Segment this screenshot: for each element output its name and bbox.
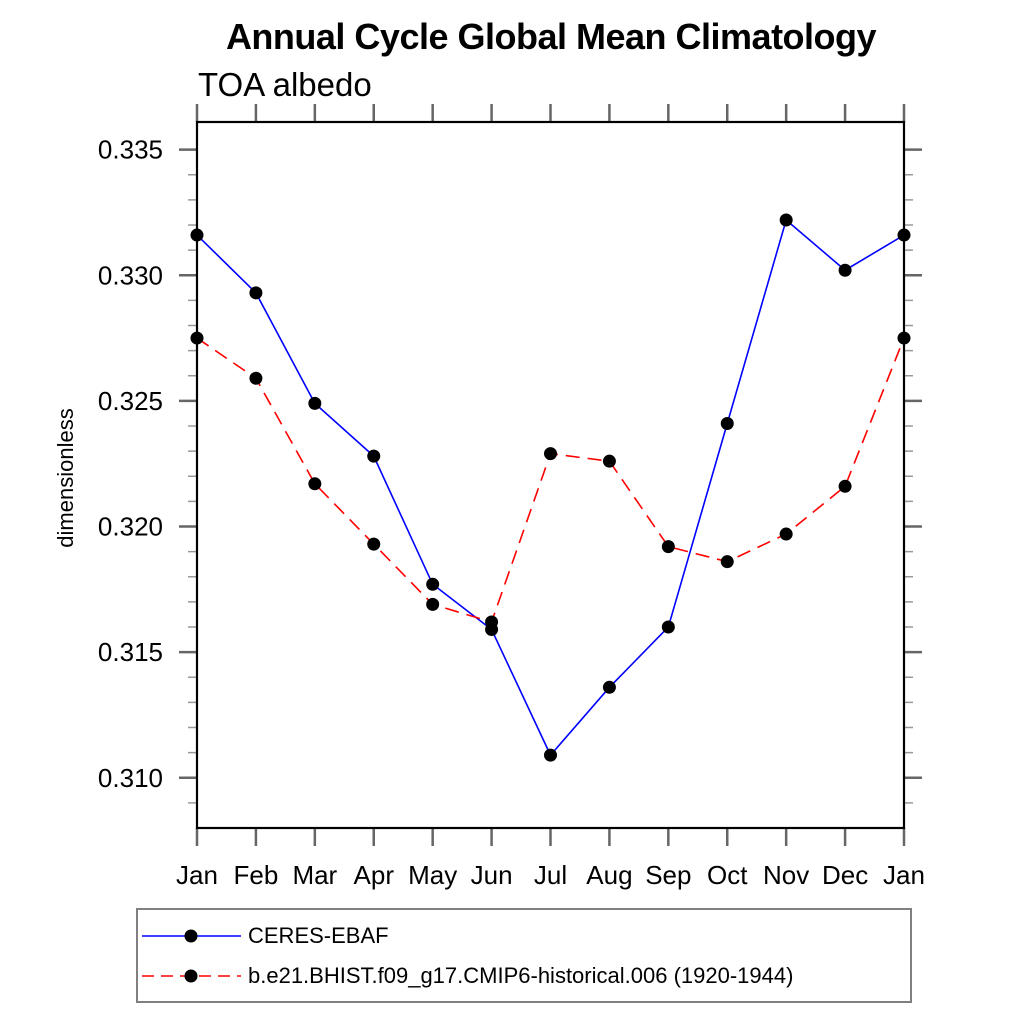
data-point-marker xyxy=(838,479,852,493)
data-point-marker xyxy=(426,597,440,611)
y-tick-label: 0.325 xyxy=(98,386,163,416)
x-tick-label: Feb xyxy=(234,860,279,890)
x-tick-label: Sep xyxy=(645,860,691,890)
data-point-marker xyxy=(544,748,557,762)
series-model xyxy=(190,331,911,629)
data-point-marker xyxy=(602,680,616,694)
legend-marker-circle-icon xyxy=(184,969,198,983)
data-point-marker xyxy=(426,577,440,591)
y-tick-label: 0.330 xyxy=(98,260,163,290)
data-point-marker xyxy=(367,449,381,463)
data-point-marker xyxy=(249,286,263,300)
x-ticks xyxy=(195,104,906,846)
x-tick-label: Jun xyxy=(471,860,513,890)
legend: CERES-EBAF b.e21.BHIST.f09_g17.CMIP6-his… xyxy=(136,908,912,1003)
series-ceres-ebaf xyxy=(190,213,911,762)
y-minor-ticks xyxy=(188,174,913,804)
y-tick-labels: 0.310 0.315 0.320 0.325 0.330 0.335 xyxy=(98,135,163,793)
data-point-marker xyxy=(602,454,616,468)
legend-line-sample-dashed xyxy=(142,969,241,983)
x-tick-label: Aug xyxy=(586,860,632,890)
data-point-marker xyxy=(485,615,499,629)
data-point-marker xyxy=(779,527,793,541)
x-tick-label: Jan xyxy=(176,860,218,890)
legend-item-model: b.e21.BHIST.f09_g17.CMIP6-historical.006… xyxy=(140,956,793,996)
data-point-marker xyxy=(720,555,734,569)
data-point-marker xyxy=(308,477,322,491)
x-tick-label: May xyxy=(408,860,457,890)
legend-line-sample-solid xyxy=(142,929,241,943)
data-point-marker xyxy=(190,331,204,345)
data-point-marker xyxy=(897,228,911,242)
data-point-marker xyxy=(249,371,263,385)
x-tick-label: Apr xyxy=(354,860,395,890)
data-point-marker xyxy=(190,228,204,242)
legend-marker-circle-icon xyxy=(184,929,198,943)
x-tick-label: Jul xyxy=(534,860,567,890)
y-tick-label: 0.320 xyxy=(98,512,163,542)
x-tick-label: Dec xyxy=(822,860,868,890)
data-point-marker xyxy=(367,537,381,551)
x-tick-label: Oct xyxy=(707,860,748,890)
data-point-marker xyxy=(779,213,793,227)
legend-label-ceres: CERES-EBAF xyxy=(248,923,389,948)
y-tick-label: 0.315 xyxy=(98,637,163,667)
data-point-marker xyxy=(661,540,675,554)
data-point-marker xyxy=(838,263,852,277)
x-tick-label: Mar xyxy=(292,860,337,890)
chart-subtitle: TOA albedo xyxy=(198,66,372,103)
data-point-marker xyxy=(897,331,911,345)
y-tick-label: 0.310 xyxy=(98,763,163,793)
plot-frame xyxy=(195,120,906,830)
data-point-marker xyxy=(544,447,557,461)
data-point-marker xyxy=(661,620,675,634)
x-tick-label: Nov xyxy=(763,860,809,890)
chart-title: Annual Cycle Global Mean Climatology xyxy=(225,16,877,57)
legend-item-ceres: CERES-EBAF xyxy=(140,916,389,956)
x-tick-label: Jan xyxy=(883,860,925,890)
legend-label-model: b.e21.BHIST.f09_g17.CMIP6-historical.006… xyxy=(248,963,794,988)
x-tick-labels: Jan Feb Mar Apr May Jun Jul Aug Sep Oct Nov Dec Jan xyxy=(176,860,925,890)
y-major-ticks xyxy=(179,148,922,780)
data-point-marker xyxy=(308,396,322,410)
data-point-marker xyxy=(720,416,734,430)
series-line xyxy=(196,218,905,757)
y-tick-label: 0.335 xyxy=(98,135,163,165)
